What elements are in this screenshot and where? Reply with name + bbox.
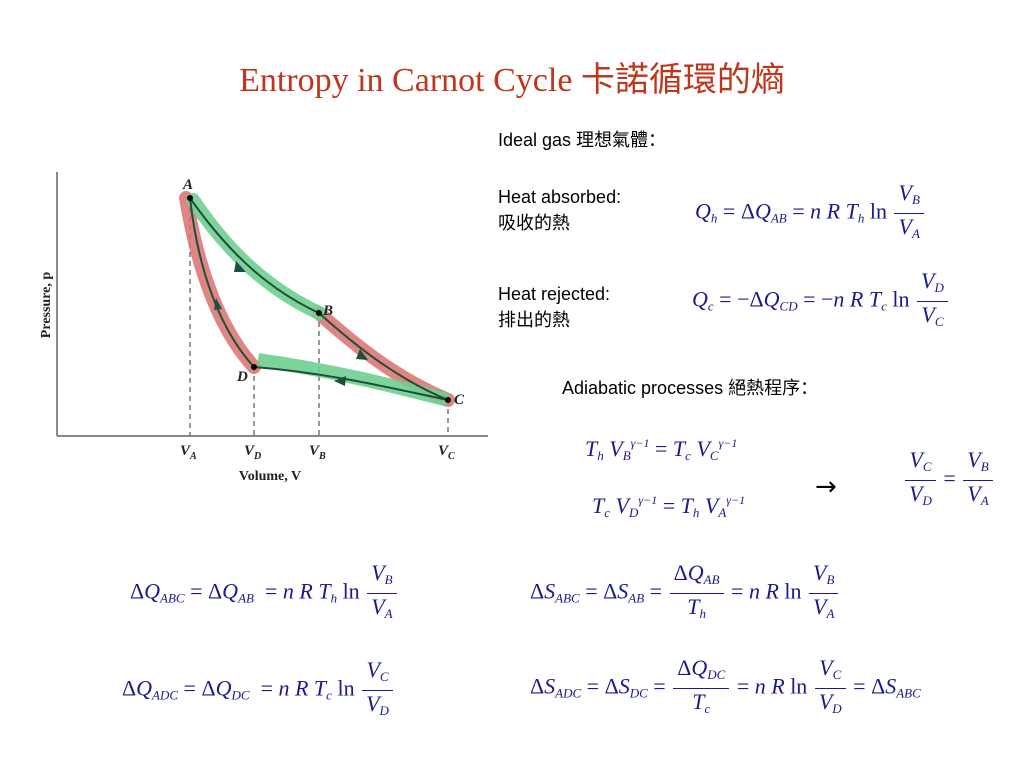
heat-rejected-label: Heat rejected: [498, 284, 611, 304]
tick-vd: VD [244, 443, 261, 462]
adiabatic-equation-1: Th VBγ−1 = Tc VCγ−1 [585, 436, 738, 463]
curve-cd [253, 366, 449, 401]
point-a [187, 195, 193, 201]
point-d [251, 364, 257, 370]
tick-vc: VC [438, 443, 455, 462]
curve-da [189, 197, 255, 368]
adiabatic-equation-2: Tc VDγ−1 = Th VAγ−1 [592, 493, 746, 520]
heat-rejected-equation: Qc = −ΔQCD = −n R Tc ln VD VC [692, 268, 950, 335]
point-b [316, 310, 322, 316]
y-axis-label: Pressure, p [39, 272, 54, 339]
arrow-da-icon [214, 298, 222, 310]
tick-va: VA [180, 443, 197, 462]
heat-rejected-zh-label: 排出的熱 [498, 310, 570, 330]
arrow-cd-icon [334, 376, 346, 386]
heat-absorbed-label: Heat absorbed: [498, 187, 622, 207]
label-a: A [182, 177, 193, 193]
heat-absorbed-zh-label: 吸收的熱 [498, 213, 570, 233]
adiabat-da-band [179, 191, 261, 374]
delta-q-abc-equation: ΔQABC = ΔQAB = n R Th ln VB VA [130, 560, 399, 627]
volume-ratio-equation: VC VD = VB VA [903, 447, 995, 514]
implies-arrow-icon: → [815, 472, 837, 502]
curve-bc [318, 312, 449, 401]
tick-vb: VB [309, 443, 326, 462]
arrow-ab-icon [234, 261, 246, 272]
label-b: B [322, 303, 333, 319]
curve-ab [189, 197, 320, 314]
point-c [445, 397, 451, 403]
delta-s-abc-equation: ΔSABC = ΔSAB = ΔQAB Th = n R ln VB VA [530, 560, 840, 627]
carnot-pv-diagram: Pressure, p A B C D VA VD [39, 172, 488, 484]
heat-absorbed-equation: Qh = ΔQAB = n R Th ln VB VA [695, 180, 926, 247]
adiabatic-label: Adiabatic processes 絕熱程序： [562, 378, 819, 398]
ideal-gas-label: Ideal gas 理想氣體： [498, 130, 667, 150]
delta-q-adc-equation: ΔQADC = ΔQDC = n R Tc ln VC VD [122, 657, 395, 724]
delta-s-adc-equation: ΔSADC = ΔSDC = ΔQDC Tc = n R ln VC VD = ΔS… [530, 655, 921, 716]
label-d: D [236, 369, 248, 385]
page-title: Entropy in Carnot Cycle 卡諾循環的熵 [239, 62, 785, 99]
x-axis-label: Volume, V [239, 469, 301, 484]
arrow-bc-icon [356, 349, 368, 360]
label-c: C [454, 392, 465, 408]
